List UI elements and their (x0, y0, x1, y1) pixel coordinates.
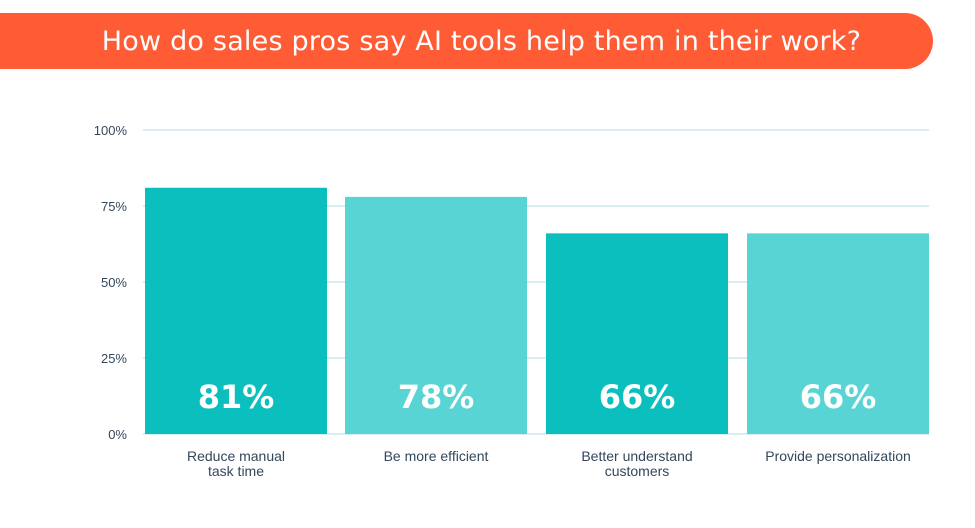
y-tick-label: 75% (101, 199, 127, 214)
bar-value-label: 66% (599, 378, 676, 416)
category-label: customers (605, 463, 670, 479)
chart-title: How do sales pros say AI tools help them… (101, 25, 862, 57)
category-label: Better understand (581, 448, 692, 464)
y-tick-label: 0% (108, 427, 127, 442)
category-label: task time (208, 463, 264, 479)
bar (747, 233, 929, 434)
category-label: Be more efficient (384, 448, 489, 464)
y-tick-label: 100% (94, 123, 128, 138)
title-banner: How do sales pros say AI tools help them… (0, 13, 933, 69)
y-tick-label: 50% (101, 275, 127, 290)
y-tick-label: 25% (101, 351, 127, 366)
bar-value-label: 81% (198, 378, 275, 416)
category-label: Provide personalization (765, 448, 911, 464)
category-label: Reduce manual (187, 448, 285, 464)
bar-value-label: 66% (800, 378, 877, 416)
bar (546, 233, 728, 434)
bar (345, 196, 527, 434)
bar (145, 187, 327, 434)
bar-value-label: 78% (398, 378, 475, 416)
